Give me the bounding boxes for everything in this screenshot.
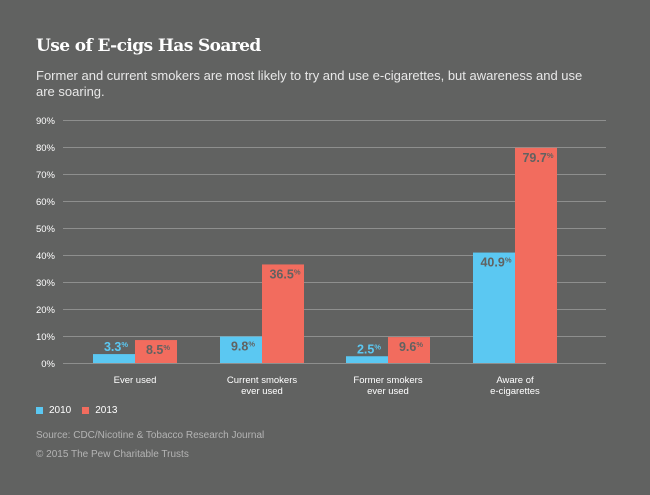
y-tick-label: 80% <box>36 143 56 154</box>
bar-2010 <box>220 336 262 363</box>
legend-swatch-2013 <box>82 407 90 414</box>
legend-label-2010: 2010 <box>49 405 72 416</box>
legend-swatch-2010 <box>36 407 43 414</box>
y-tick-label: 70% <box>36 170 56 181</box>
bar-2010 <box>473 252 515 363</box>
data-label: 8.5% <box>146 343 170 357</box>
x-tick-label: Current smokers ever used <box>227 375 297 397</box>
bar-2010 <box>93 354 135 363</box>
bar-2013 <box>135 340 177 363</box>
legend-item-2013: 2013 <box>82 405 118 416</box>
bar-2013 <box>388 337 430 363</box>
y-tick-label: 40% <box>36 251 56 262</box>
y-tick-label: 10% <box>36 332 56 343</box>
chart-title: Use of E-cigs Has Soared <box>36 36 261 56</box>
x-tick-label: Former smokers ever used <box>353 375 422 397</box>
y-tick-label: 60% <box>36 197 56 208</box>
data-label: 36.5% <box>269 267 300 281</box>
data-label: 40.9% <box>480 256 511 270</box>
y-tick-label: 30% <box>36 278 56 289</box>
source-note: Source: CDC/Nicotine & Tobacco Research … <box>36 430 265 441</box>
y-tick-label: 0% <box>41 359 55 370</box>
bars <box>93 147 557 363</box>
x-tick-label: Aware of e-cigarettes <box>490 375 540 397</box>
bar-2013 <box>262 264 304 363</box>
data-label: 9.6% <box>399 340 423 354</box>
bar-2013 <box>515 147 557 363</box>
legend: 2010 2013 <box>36 405 129 416</box>
data-label: 2.5% <box>357 342 381 356</box>
y-tick-label: 20% <box>36 305 56 316</box>
x-tick-label: Ever used <box>114 375 157 386</box>
data-label: 9.8% <box>231 340 255 354</box>
bar-2010 <box>346 356 388 363</box>
x-axis-labels: Ever used Current smokers ever used Former … <box>114 375 540 397</box>
y-axis-labels: 0% 10% 20% 30% 40% 50% 60% 70% 80% 90% <box>36 116 56 370</box>
data-label: 79.7% <box>522 151 553 165</box>
chart-subtitle: Former and current smokers are most like… <box>36 68 583 99</box>
copyright-note: © 2015 The Pew Charitable Trusts <box>36 449 189 460</box>
legend-item-2010: 2010 <box>36 405 71 416</box>
y-tick-label: 50% <box>36 224 56 235</box>
data-labels: 3.3% 9.8% 2.5% 40.9% 8.5% 36.5% 9.6% 79.7% <box>104 151 554 357</box>
y-tick-label: 90% <box>36 116 56 127</box>
legend-label-2013: 2013 <box>95 405 118 416</box>
data-label: 3.3% <box>104 340 128 354</box>
